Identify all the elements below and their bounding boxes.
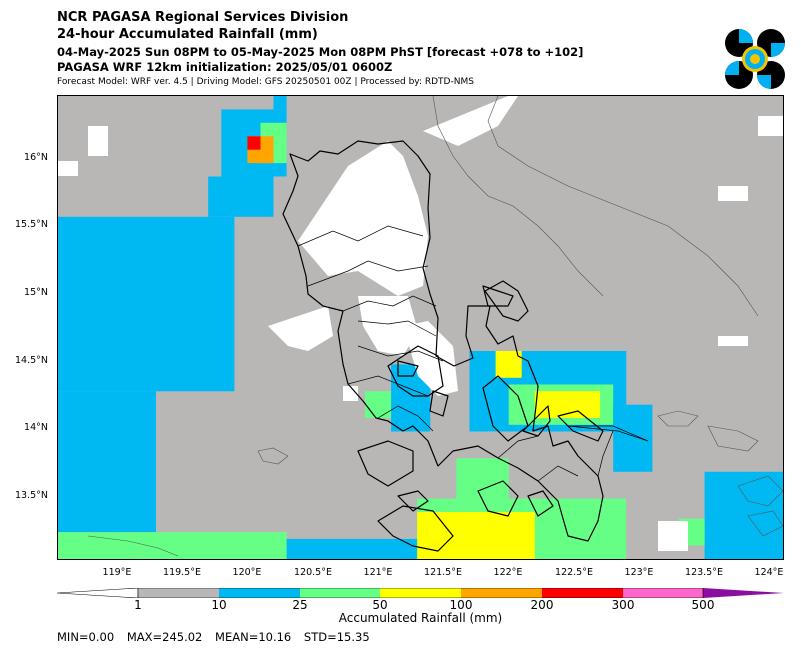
colorbar-segment-25-50 <box>300 588 380 598</box>
title-division: NCR PAGASA Regional Services Division <box>57 10 349 25</box>
colorbar <box>57 588 784 598</box>
colorbar-label: 10 <box>211 598 227 612</box>
colorbar-segment-100-200 <box>461 588 542 598</box>
map-canvas <box>58 96 783 559</box>
land-white-areas <box>58 96 783 551</box>
colorbar-label: 300 <box>611 598 635 612</box>
lon-label: 121°E <box>363 567 393 578</box>
rain-zone <box>58 391 156 533</box>
lon-label: 122.5°E <box>555 567 593 578</box>
title-model-info: Forecast Model: WRF ver. 4.5 | Driving M… <box>57 77 474 87</box>
stat-std: STD=15.35 <box>303 630 370 644</box>
rain-zone <box>273 96 287 110</box>
lat-label: 15°N <box>24 287 48 298</box>
rain-zone <box>247 136 261 150</box>
colorbar-segment-10-25 <box>219 588 300 598</box>
lon-label: 123°E <box>624 567 654 578</box>
lon-label: 120.5°E <box>294 567 332 578</box>
lon-label: 124°E <box>754 567 784 578</box>
colorbar-segment-over-500 <box>703 588 784 598</box>
lon-label: 119°E <box>102 567 132 578</box>
rain-zone <box>58 216 235 392</box>
coastlines <box>282 140 604 552</box>
rain-zone <box>613 404 653 472</box>
lon-label: 121.5°E <box>424 567 462 578</box>
title-product: 24-hour Accumulated Rainfall (mm) <box>57 27 318 42</box>
stat-mean: MEAN=10.16 <box>215 630 292 644</box>
lon-label: 120°E <box>232 567 262 578</box>
lat-label: 13.5°N <box>14 490 48 501</box>
statistics-line: MIN=0.00 MAX=245.02 MEAN=10.16 STD=15.35 <box>57 630 379 644</box>
lat-label: 16°N <box>24 152 48 163</box>
colorbar-segment-under-1 <box>57 588 139 598</box>
rain-zone <box>704 471 783 559</box>
title-initialization: PAGASA WRF 12km initialization: 2025/05/… <box>57 60 393 74</box>
lon-label: 119.5°E <box>163 567 201 578</box>
title-valid-period: 04-May-2025 Sun 08PM to 05-May-2025 Mon … <box>57 45 584 59</box>
rain-zone <box>208 176 274 217</box>
colorbar-title: Accumulated Rainfall (mm) <box>338 611 503 625</box>
colorbar-segment-200-300 <box>542 588 623 598</box>
stat-max: MAX=245.02 <box>126 630 203 644</box>
colorbar-label: 25 <box>292 598 308 612</box>
rain-zone <box>417 512 535 559</box>
rain-zone <box>286 538 444 559</box>
rain-zone <box>456 458 509 499</box>
colorbar-label: 50 <box>372 598 388 612</box>
colorbar-segment-300-500 <box>623 588 703 598</box>
thin-islands <box>87 96 783 557</box>
rain-zone <box>58 532 287 559</box>
lon-label: 122°E <box>493 567 523 578</box>
colorbar-segment-50-100 <box>380 588 461 598</box>
lon-label: 123.5°E <box>685 567 723 578</box>
colorbar-label: 200 <box>530 598 554 612</box>
colorbar-label: 1 <box>134 598 142 612</box>
pagasa-seal-icon <box>725 29 785 89</box>
lat-label: 14°N <box>24 422 48 433</box>
stat-min: MIN=0.00 <box>57 630 115 644</box>
colorbar-label: 100 <box>449 598 473 612</box>
provincial-borders <box>297 225 649 482</box>
colorbar-label: 500 <box>691 598 715 612</box>
rainfall-map <box>57 95 784 560</box>
colorbar-segment-1-10 <box>138 588 219 598</box>
lat-label: 15.5°N <box>14 219 48 230</box>
lat-label: 14.5°N <box>14 355 48 366</box>
